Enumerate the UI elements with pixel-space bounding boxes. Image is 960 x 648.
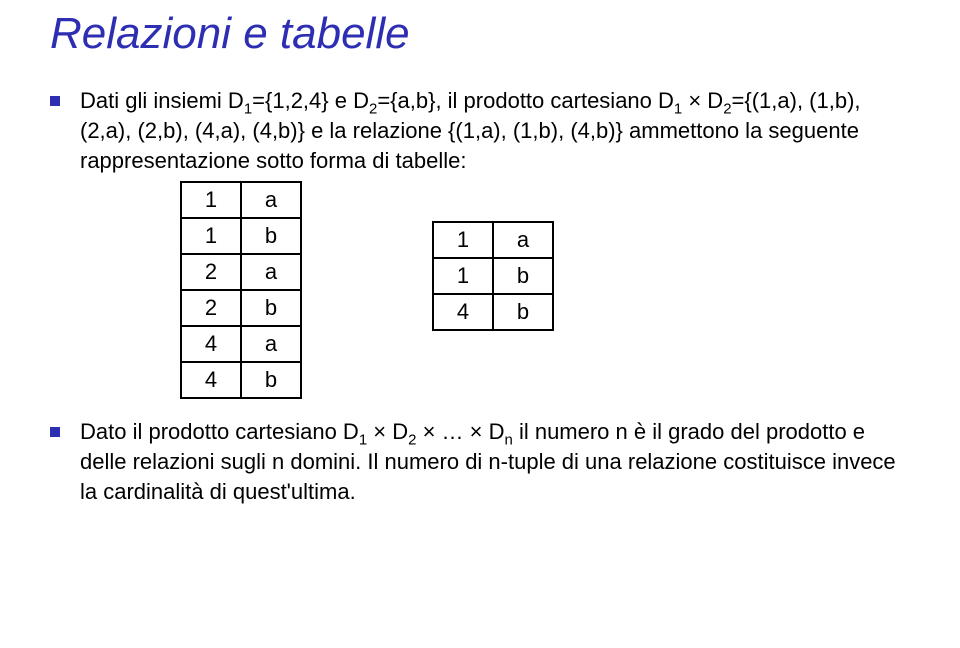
bullet-icon — [50, 427, 60, 437]
subscript: 2 — [723, 101, 731, 118]
table-cartesian-product: 1a 1b 2a 2b 4a 4b — [180, 181, 302, 399]
bullet-icon — [50, 96, 60, 106]
cell: a — [241, 254, 301, 290]
tables-area: 1a 1b 2a 2b 4a 4b 1a 1b 4b — [180, 181, 910, 399]
cell: b — [493, 294, 553, 330]
text-fragment: Dati gli insiemi D — [80, 88, 244, 113]
cell: a — [241, 182, 301, 218]
table-row: 1b — [181, 218, 301, 254]
slide: Relazioni e tabelle Dati gli insiemi D1=… — [0, 0, 960, 648]
table-row: 4b — [181, 362, 301, 398]
table-row: 2b — [181, 290, 301, 326]
cell: b — [241, 362, 301, 398]
table-row: 1a — [433, 222, 553, 258]
cell: a — [493, 222, 553, 258]
cell: 4 — [181, 326, 241, 362]
subscript: 1 — [674, 101, 682, 118]
cell: a — [241, 326, 301, 362]
cell: b — [493, 258, 553, 294]
table-row: 2a — [181, 254, 301, 290]
text-fragment: × … × D — [416, 419, 504, 444]
table-relation-wrap: 1a 1b 4b — [432, 221, 554, 331]
text-fragment: × D — [367, 419, 408, 444]
bullet-2-text: Dato il prodotto cartesiano D1 × D2 × … … — [80, 417, 910, 506]
text-fragment: Dato il prodotto cartesiano D — [80, 419, 359, 444]
text-fragment: ={a,b}, il prodotto cartesiano D — [377, 88, 674, 113]
cell: 2 — [181, 290, 241, 326]
cell: 1 — [181, 218, 241, 254]
text-fragment: ={1,2,4} e D — [252, 88, 369, 113]
cell: 1 — [433, 258, 493, 294]
table-relation: 1a 1b 4b — [432, 221, 554, 331]
slide-title: Relazioni e tabelle — [50, 10, 910, 58]
table-row: 4b — [433, 294, 553, 330]
bullet-2: Dato il prodotto cartesiano D1 × D2 × … … — [50, 417, 910, 506]
subscript: 1 — [244, 101, 252, 118]
bullet-1: Dati gli insiemi D1={1,2,4} e D2={a,b}, … — [50, 86, 910, 175]
cell: b — [241, 290, 301, 326]
text-fragment: × D — [682, 88, 723, 113]
cell: 2 — [181, 254, 241, 290]
subscript: 1 — [359, 432, 367, 449]
cell: 1 — [181, 182, 241, 218]
cell: b — [241, 218, 301, 254]
cell: 4 — [433, 294, 493, 330]
table-row: 1b — [433, 258, 553, 294]
bullet-1-text: Dati gli insiemi D1={1,2,4} e D2={a,b}, … — [80, 86, 910, 175]
cell: 4 — [181, 362, 241, 398]
table-row: 1a — [181, 182, 301, 218]
table-row: 4a — [181, 326, 301, 362]
subscript: n — [505, 432, 513, 449]
cell: 1 — [433, 222, 493, 258]
